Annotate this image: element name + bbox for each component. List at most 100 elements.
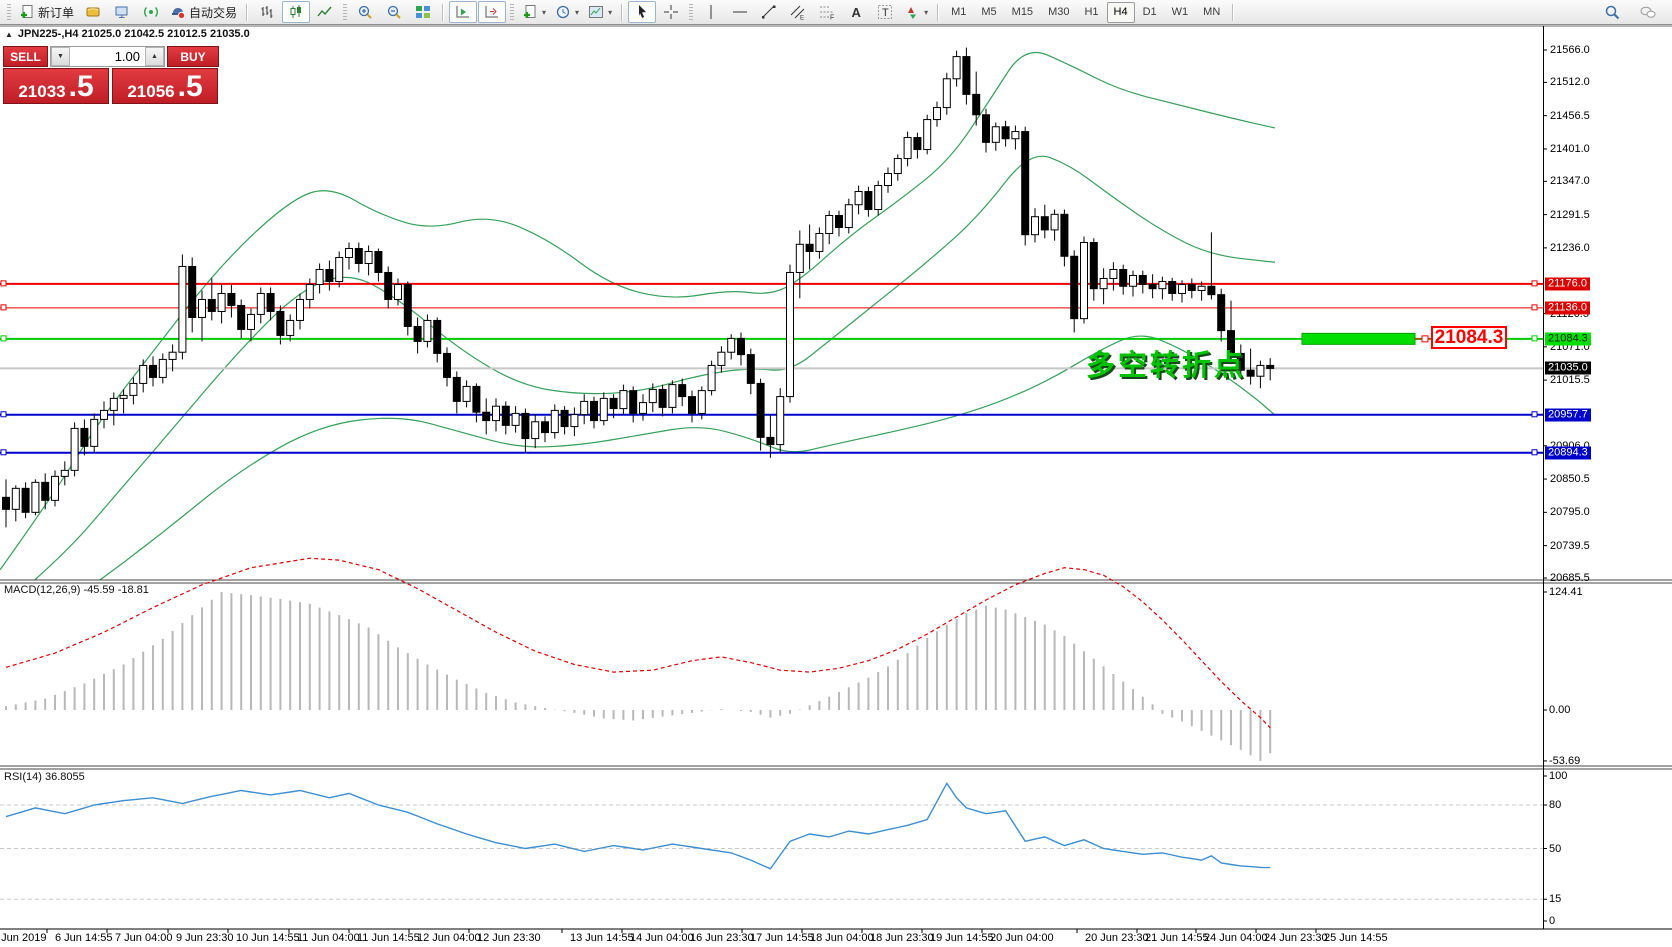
volume-stepper[interactable]: ▼ 1.00 ▲ bbox=[50, 46, 165, 67]
time-axis-label: 11 Jun 04:00 bbox=[297, 932, 360, 944]
time-axis-label: 25 Jun 14:55 bbox=[1324, 932, 1388, 944]
price-tick-label: 20795.0 bbox=[1550, 506, 1590, 519]
signals-button[interactable] bbox=[137, 1, 165, 23]
chart-bars-icon bbox=[261, 6, 273, 18]
price-tick-label: 20739.5 bbox=[1550, 539, 1590, 552]
timeframe-h1-button[interactable]: H1 bbox=[1084, 6, 1099, 18]
arrows-button[interactable]: ▾ bbox=[900, 1, 932, 23]
search-icon bbox=[1605, 5, 1620, 20]
sell-price-display[interactable]: 21033 .5 bbox=[3, 68, 109, 104]
time-axis-label: 18 Jun 04:00 bbox=[810, 932, 874, 944]
buy-price-main: 21056 bbox=[127, 82, 175, 101]
rsi-axis-label: 80 bbox=[1549, 799, 1562, 811]
timeframe-d1-button[interactable]: D1 bbox=[1142, 6, 1157, 18]
time-axis-label: 14 Jun 04:00 bbox=[630, 932, 694, 944]
volume-decrease-button[interactable]: ▼ bbox=[51, 47, 70, 66]
rsi-line bbox=[5, 781, 1271, 870]
toolbar-grip bbox=[689, 4, 694, 20]
time-axis-label: 13 Jun 14:55 bbox=[570, 932, 634, 944]
indicators-button[interactable]: ▾ bbox=[518, 1, 550, 23]
annotation-text[interactable]: 多空转折点 bbox=[1086, 350, 1247, 382]
price-tick-label: 21015.5 bbox=[1550, 374, 1590, 387]
price-tick-label: 21347.0 bbox=[1550, 175, 1590, 188]
macd-signal-line bbox=[5, 557, 1271, 729]
book-icon bbox=[86, 7, 100, 17]
tile-windows-button[interactable] bbox=[409, 1, 437, 23]
text-label-button[interactable]: T bbox=[871, 1, 899, 23]
horizontal-line-button[interactable] bbox=[726, 1, 754, 23]
volume-value[interactable]: 1.00 bbox=[114, 49, 140, 64]
main-toolbar: 新订单 自动交易 ▾ ▾ ▾ E F A T ▾ M1 M5 M15 M30 H1 H4 D1 W1 MN bbox=[0, 0, 1672, 25]
new-order-button[interactable]: 新订单 bbox=[15, 1, 78, 23]
zoom-out-button[interactable] bbox=[380, 1, 408, 23]
templates-button[interactable]: ▾ bbox=[584, 1, 616, 23]
chat-button[interactable] bbox=[1634, 1, 1662, 23]
shift-icon bbox=[485, 6, 499, 18]
buy-button[interactable]: BUY bbox=[167, 46, 219, 67]
search-button[interactable] bbox=[1598, 1, 1626, 23]
timeframe-m30-button[interactable]: M30 bbox=[1048, 6, 1070, 18]
text-button[interactable]: A bbox=[842, 1, 870, 23]
trendline-button[interactable] bbox=[755, 1, 783, 23]
bar-chart-button[interactable] bbox=[253, 1, 281, 23]
time-axis-label: 19 Jun 14:55 bbox=[930, 932, 994, 944]
volume-increase-button[interactable]: ▲ bbox=[145, 47, 164, 66]
price-tag-label[interactable]: 21084.3 bbox=[1431, 326, 1507, 349]
cursor-button[interactable] bbox=[628, 1, 657, 23]
time-axis-label: 6 Jun 14:55 bbox=[55, 932, 113, 944]
horizontal-level-lines[interactable] bbox=[0, 280, 1543, 456]
svg-text:E: E bbox=[800, 16, 804, 21]
mql5-community-button[interactable] bbox=[108, 1, 136, 23]
autoscroll-icon bbox=[456, 6, 470, 18]
time-axis-label: 10 Jun 14:55 bbox=[236, 932, 300, 944]
macd-axis-label: 124.41 bbox=[1549, 586, 1583, 598]
buy-price-frac: .5 bbox=[177, 70, 203, 104]
timeframe-m1-button[interactable]: M1 bbox=[951, 6, 967, 18]
timeframe-m5-button[interactable]: M5 bbox=[981, 6, 997, 18]
new-order-button-label: 新订单 bbox=[38, 5, 75, 20]
caret-down-icon: ▾ bbox=[542, 7, 547, 17]
channel-icon: E bbox=[790, 5, 805, 21]
timeframe-w1-button[interactable]: W1 bbox=[1171, 6, 1189, 18]
vertical-line-button[interactable] bbox=[697, 1, 725, 23]
vline-icon bbox=[710, 5, 712, 19]
text-a-icon: A bbox=[852, 5, 862, 20]
zoom-in-button[interactable] bbox=[351, 1, 379, 23]
trend-icon bbox=[762, 5, 776, 19]
fibonacci-button[interactable]: F bbox=[813, 1, 841, 23]
highlight-rectangle[interactable] bbox=[1301, 332, 1431, 345]
collapse-triangle-icon[interactable]: ▲ bbox=[5, 29, 13, 39]
crosshair-button[interactable] bbox=[657, 1, 685, 23]
hline-icon bbox=[733, 11, 748, 13]
timeframe-m15-button[interactable]: M15 bbox=[1011, 6, 1034, 18]
rsi-axis-label: 100 bbox=[1549, 770, 1568, 782]
rsi-axis-label: 15 bbox=[1549, 893, 1562, 906]
monitor-icon bbox=[115, 6, 128, 18]
line-chart-button[interactable] bbox=[311, 1, 339, 23]
time-axis-label: 20 Jun 04:00 bbox=[990, 932, 1054, 944]
chart-line-icon bbox=[317, 6, 332, 17]
equidistant-channel-button[interactable]: E bbox=[784, 1, 812, 23]
buy-price-display[interactable]: 21056 .5 bbox=[112, 68, 218, 104]
toolbar-separator bbox=[621, 3, 624, 21]
chart-shift-button[interactable] bbox=[478, 1, 507, 23]
time-axis-label: 12 Jun 04:00 bbox=[417, 932, 481, 944]
price-tick-label: 21456.5 bbox=[1550, 109, 1590, 122]
timeframe-h4-button[interactable]: H4 bbox=[1106, 1, 1135, 23]
timeframe-mn-button[interactable]: MN bbox=[1203, 6, 1221, 18]
sell-button[interactable]: SELL bbox=[3, 46, 48, 67]
periods-button[interactable]: ▾ bbox=[551, 1, 583, 23]
bollinger-bands bbox=[0, 51, 1276, 580]
market-button[interactable] bbox=[79, 1, 107, 23]
time-axis-label: 17 Jun 14:55 bbox=[750, 932, 814, 944]
toolbar-separator bbox=[1232, 3, 1235, 21]
toolbar-grip bbox=[7, 4, 11, 20]
svg-text:T: T bbox=[882, 7, 889, 19]
autotrade-button[interactable]: 自动交易 bbox=[166, 1, 241, 23]
auto-scroll-button[interactable] bbox=[449, 1, 478, 23]
candlestick-chart-button[interactable] bbox=[282, 1, 311, 23]
